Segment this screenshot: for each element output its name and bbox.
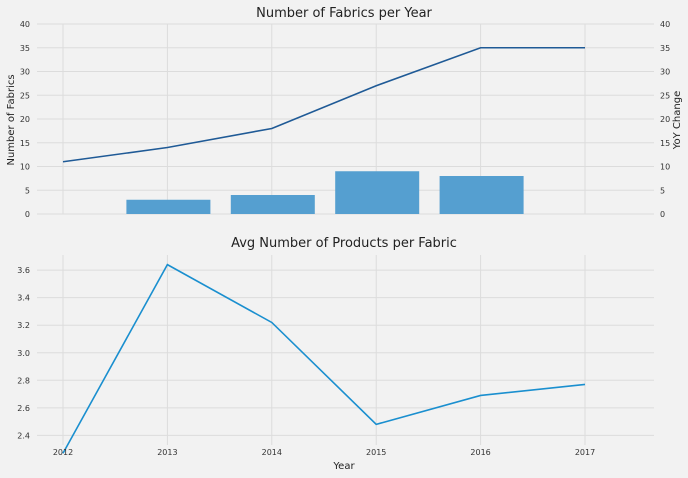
top-right-tick-label: 0 bbox=[660, 210, 665, 219]
bottom-y-tick-label: 2.6 bbox=[17, 404, 30, 413]
bottom-x-tick-label: 2016 bbox=[470, 448, 490, 457]
bottom-x-tick-labels: 2012 2013 2014 2015 2016 2017 bbox=[53, 448, 595, 457]
top-right-tick-label: 25 bbox=[660, 91, 670, 100]
top-right-tick-label: 20 bbox=[660, 115, 670, 124]
top-left-axis-label: Number of Fabrics bbox=[6, 74, 17, 165]
bottom-y-tick-label: 2.8 bbox=[17, 376, 30, 385]
top-right-tick-label: 15 bbox=[660, 139, 670, 148]
top-right-tick-label: 10 bbox=[660, 163, 670, 172]
top-left-tick-labels: 0 5 10 15 20 25 30 35 40 bbox=[20, 20, 30, 219]
top-left-tick-label: 40 bbox=[20, 20, 30, 29]
bottom-y-tick-label: 3.2 bbox=[17, 321, 30, 330]
top-bar bbox=[335, 171, 420, 214]
bottom-plot-area bbox=[37, 255, 654, 445]
bottom-x-tick-label: 2014 bbox=[262, 448, 282, 457]
bottom-x-tick-label: 2015 bbox=[366, 448, 386, 457]
top-left-tick-label: 15 bbox=[20, 139, 30, 148]
bottom-y-tick-label: 2.4 bbox=[17, 431, 30, 440]
top-right-tick-label: 40 bbox=[660, 20, 670, 29]
top-bar bbox=[230, 195, 315, 214]
bottom-x-tick-label: 2012 bbox=[53, 448, 73, 457]
bottom-chart-title: Avg Number of Products per Fabric bbox=[231, 236, 457, 251]
top-left-tick-label: 10 bbox=[20, 163, 30, 172]
top-bars bbox=[126, 171, 524, 214]
top-left-tick-label: 25 bbox=[20, 91, 30, 100]
top-left-tick-label: 35 bbox=[20, 44, 30, 53]
top-left-tick-label: 5 bbox=[25, 186, 30, 195]
top-left-tick-label: 0 bbox=[25, 210, 30, 219]
bottom-y-tick-labels: 2.4 2.6 2.8 3.0 3.2 3.4 3.6 bbox=[17, 266, 30, 440]
top-chart-title: Number of Fabrics per Year bbox=[256, 6, 432, 21]
bottom-y-tick-label: 3.4 bbox=[17, 294, 30, 303]
top-right-axis-label: YoY Change bbox=[672, 91, 683, 150]
top-right-tick-label: 35 bbox=[660, 44, 670, 53]
top-chart: 0 5 10 15 20 25 30 35 40 0 5 10 15 20 25 30 35 40 Number… bbox=[6, 6, 683, 219]
top-right-tick-labels: 0 5 10 15 20 25 30 35 40 bbox=[660, 20, 670, 219]
bottom-gridlines bbox=[37, 255, 654, 445]
bottom-series-line bbox=[62, 263, 586, 454]
bottom-y-tick-label: 3.6 bbox=[17, 266, 30, 275]
top-right-tick-label: 5 bbox=[660, 186, 665, 195]
bottom-x-tick-label: 2013 bbox=[157, 448, 177, 457]
top-right-tick-label: 30 bbox=[660, 68, 670, 77]
top-left-tick-label: 30 bbox=[20, 68, 30, 77]
bottom-chart: 2.42.62.83.03.23.43.6 2012 2013 2014 2015 20… bbox=[17, 236, 654, 472]
bottom-x-tick-label: 2017 bbox=[575, 448, 595, 457]
bottom-x-axis-label: Year bbox=[332, 461, 355, 472]
top-bar bbox=[126, 199, 211, 214]
bottom-y-tick-label: 3.0 bbox=[17, 349, 30, 358]
top-series-line bbox=[62, 46, 585, 163]
top-left-tick-label: 20 bbox=[20, 115, 30, 124]
top-bar bbox=[439, 176, 524, 214]
